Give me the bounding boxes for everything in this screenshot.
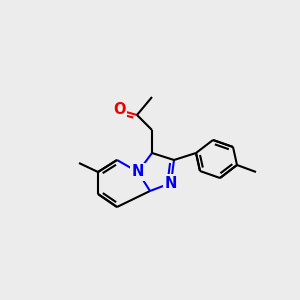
Text: N: N [165,176,177,190]
Text: O: O [113,103,125,118]
Text: N: N [132,164,144,179]
